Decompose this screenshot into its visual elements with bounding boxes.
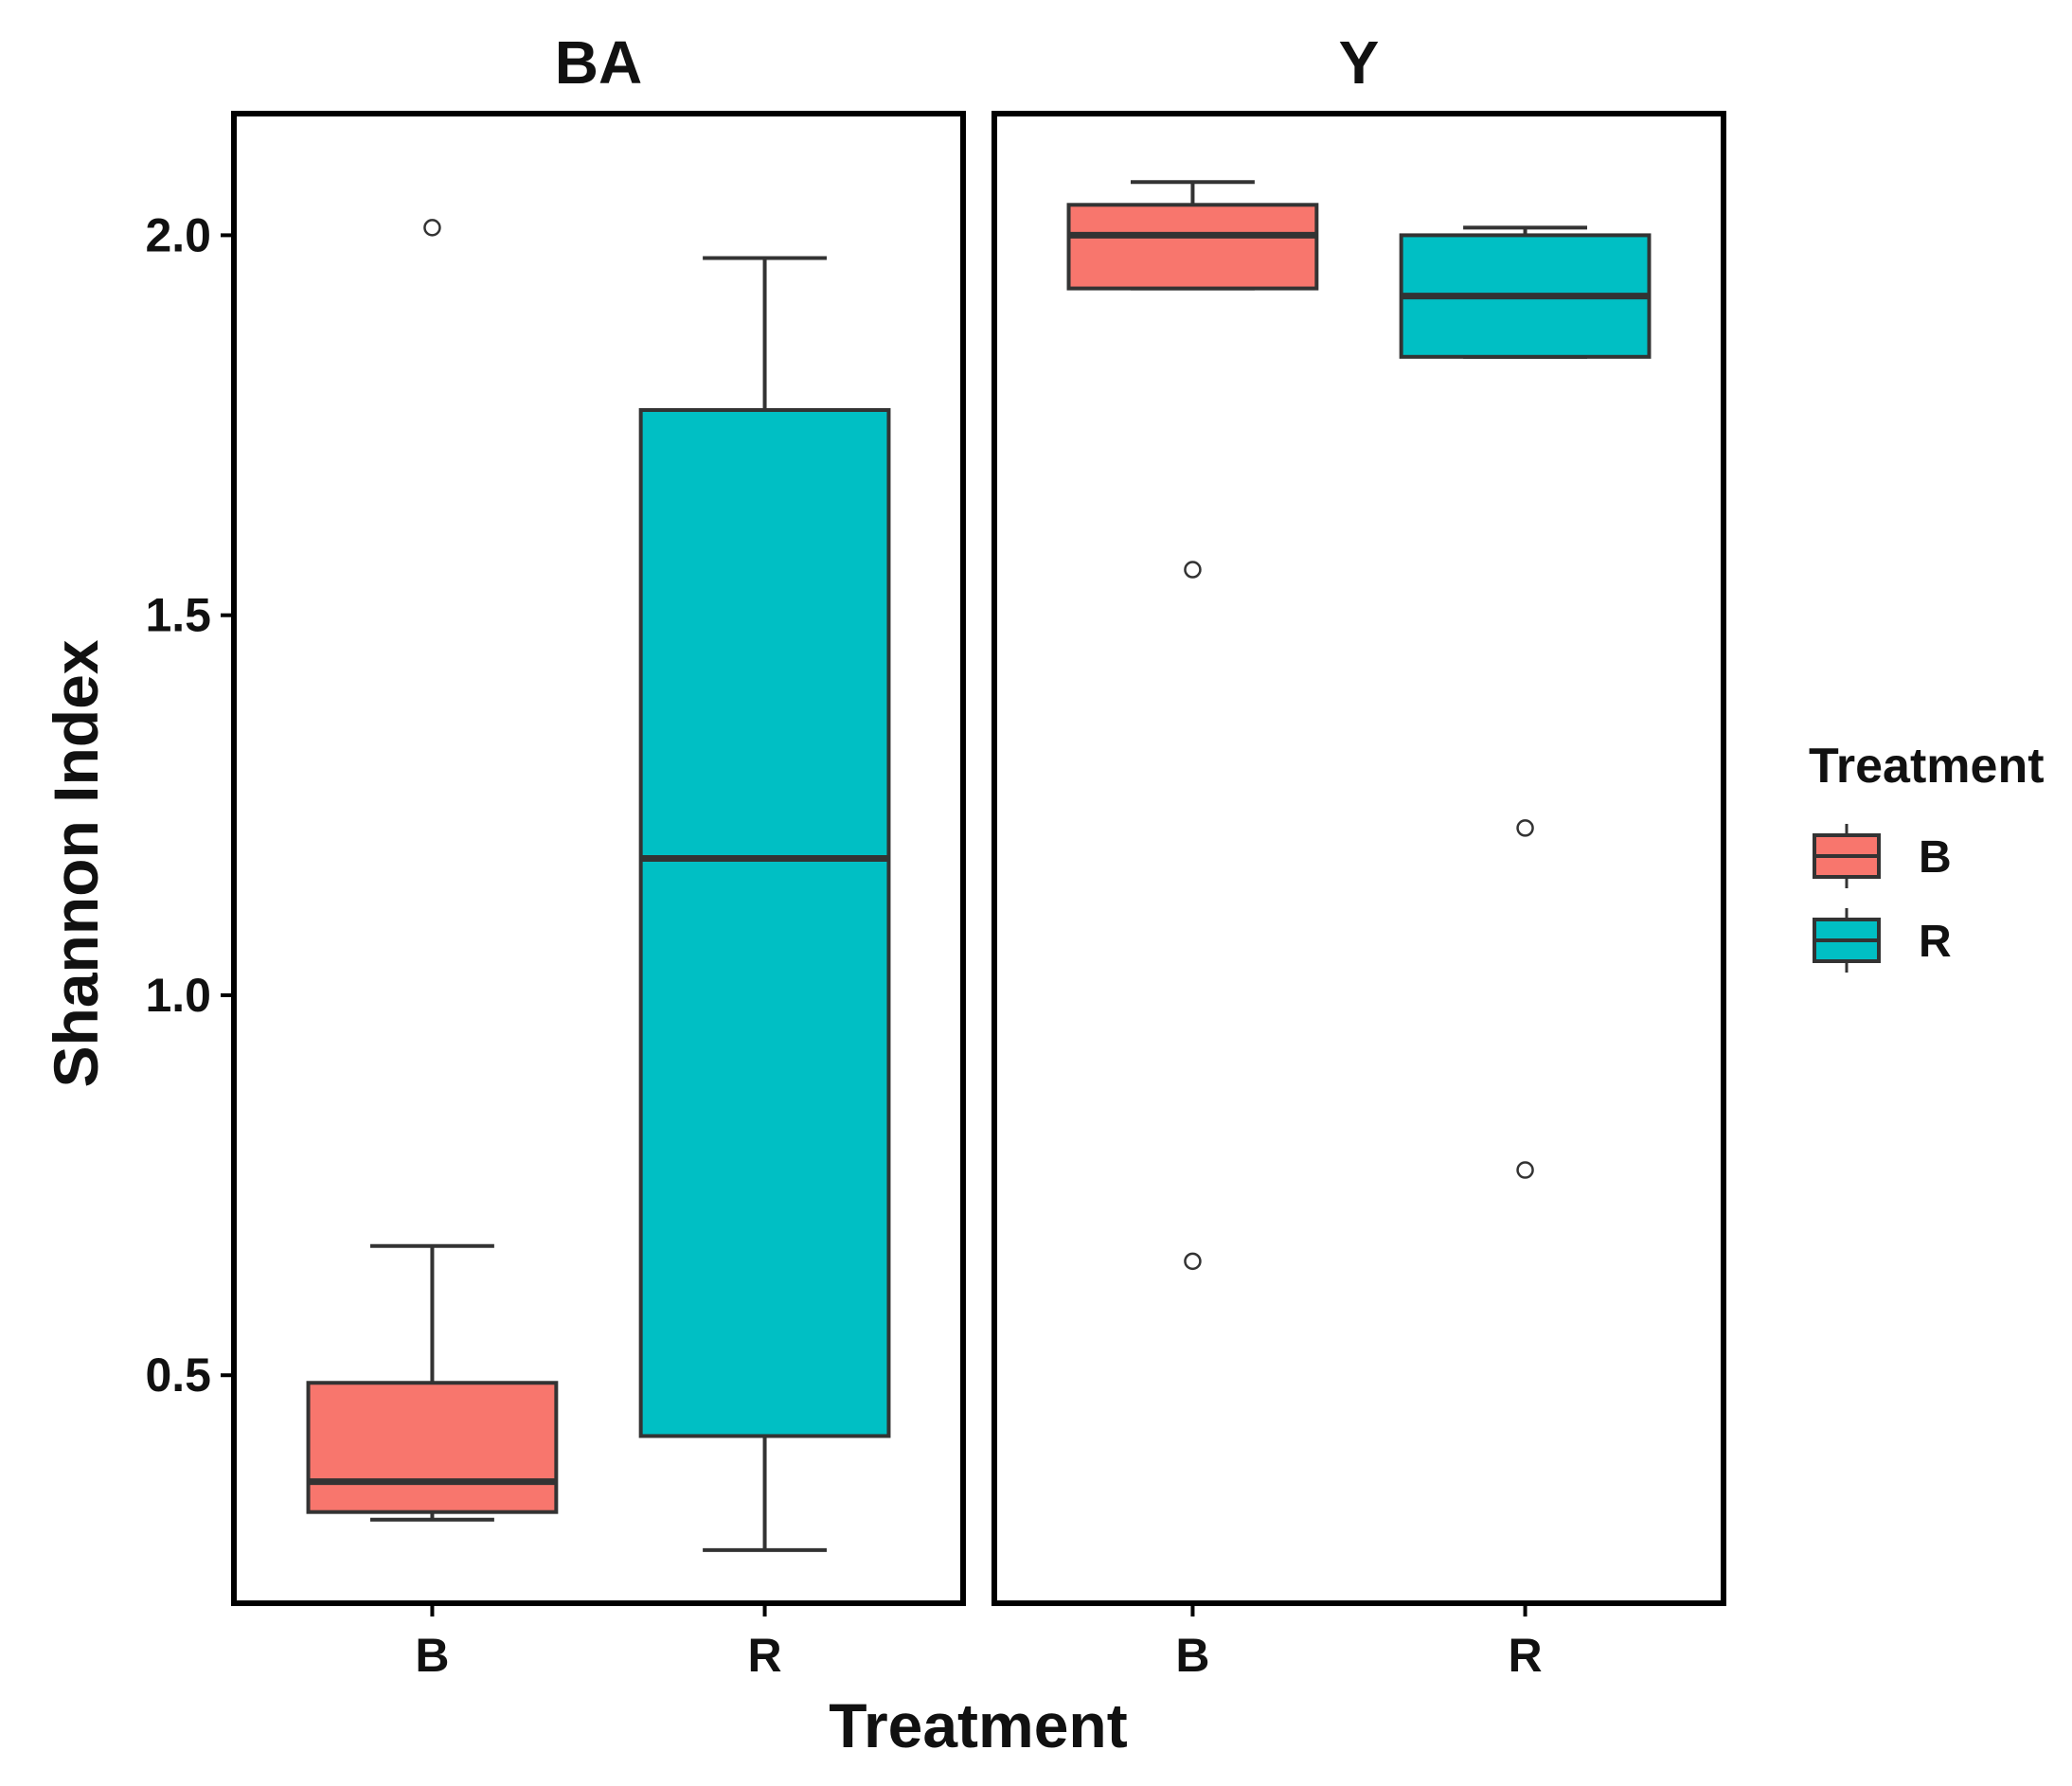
y-tick-label: 1.0 xyxy=(145,969,211,1022)
outlier-point xyxy=(1184,1252,1202,1271)
box-body xyxy=(306,1381,559,1514)
y-tick-label: 0.5 xyxy=(145,1348,211,1402)
legend-title: Treatment xyxy=(1809,739,2045,794)
box-r xyxy=(638,256,891,1552)
panel-frame xyxy=(231,111,966,1606)
facet-panels: BA B R Y B R xyxy=(231,28,1726,1682)
legend-entry-b: B xyxy=(1813,824,1952,888)
x-axis-title: Treatment xyxy=(829,1690,1127,1760)
y-tick-label: 2.0 xyxy=(145,208,211,261)
outlier-point xyxy=(1184,561,1202,579)
strip-label: Y xyxy=(1339,28,1380,97)
y-tick-label: 1.5 xyxy=(145,589,211,642)
legend-label: R xyxy=(1919,917,1952,967)
y-axis-title: Shannon Index xyxy=(41,639,111,1087)
legend: Treatment BR xyxy=(1809,739,2045,973)
x-tick-label: B xyxy=(1175,1629,1209,1682)
outlier-point xyxy=(423,219,441,237)
box-b xyxy=(306,219,559,1522)
x-tick-label: R xyxy=(1509,1629,1543,1682)
y-axis: 0.5 1.0 1.5 2.0 xyxy=(145,208,234,1402)
box-r xyxy=(1399,225,1652,1179)
x-tick-label: B xyxy=(415,1629,449,1682)
legend-label: B xyxy=(1919,832,1952,883)
legend-entry-r: R xyxy=(1813,908,1952,973)
outlier-point xyxy=(1516,1161,1534,1179)
box-body xyxy=(638,407,891,1438)
panel-ba: BA B R xyxy=(231,28,966,1682)
x-tick-label: R xyxy=(748,1629,782,1682)
outlier-point xyxy=(1516,819,1534,837)
strip-label: BA xyxy=(555,28,642,97)
box-b xyxy=(1066,180,1319,1271)
box-body xyxy=(1066,203,1319,291)
y-axis-title-group: Shannon Index xyxy=(41,639,111,1087)
panel-frame xyxy=(991,111,1726,1606)
panel-y: Y B R xyxy=(991,28,1726,1682)
